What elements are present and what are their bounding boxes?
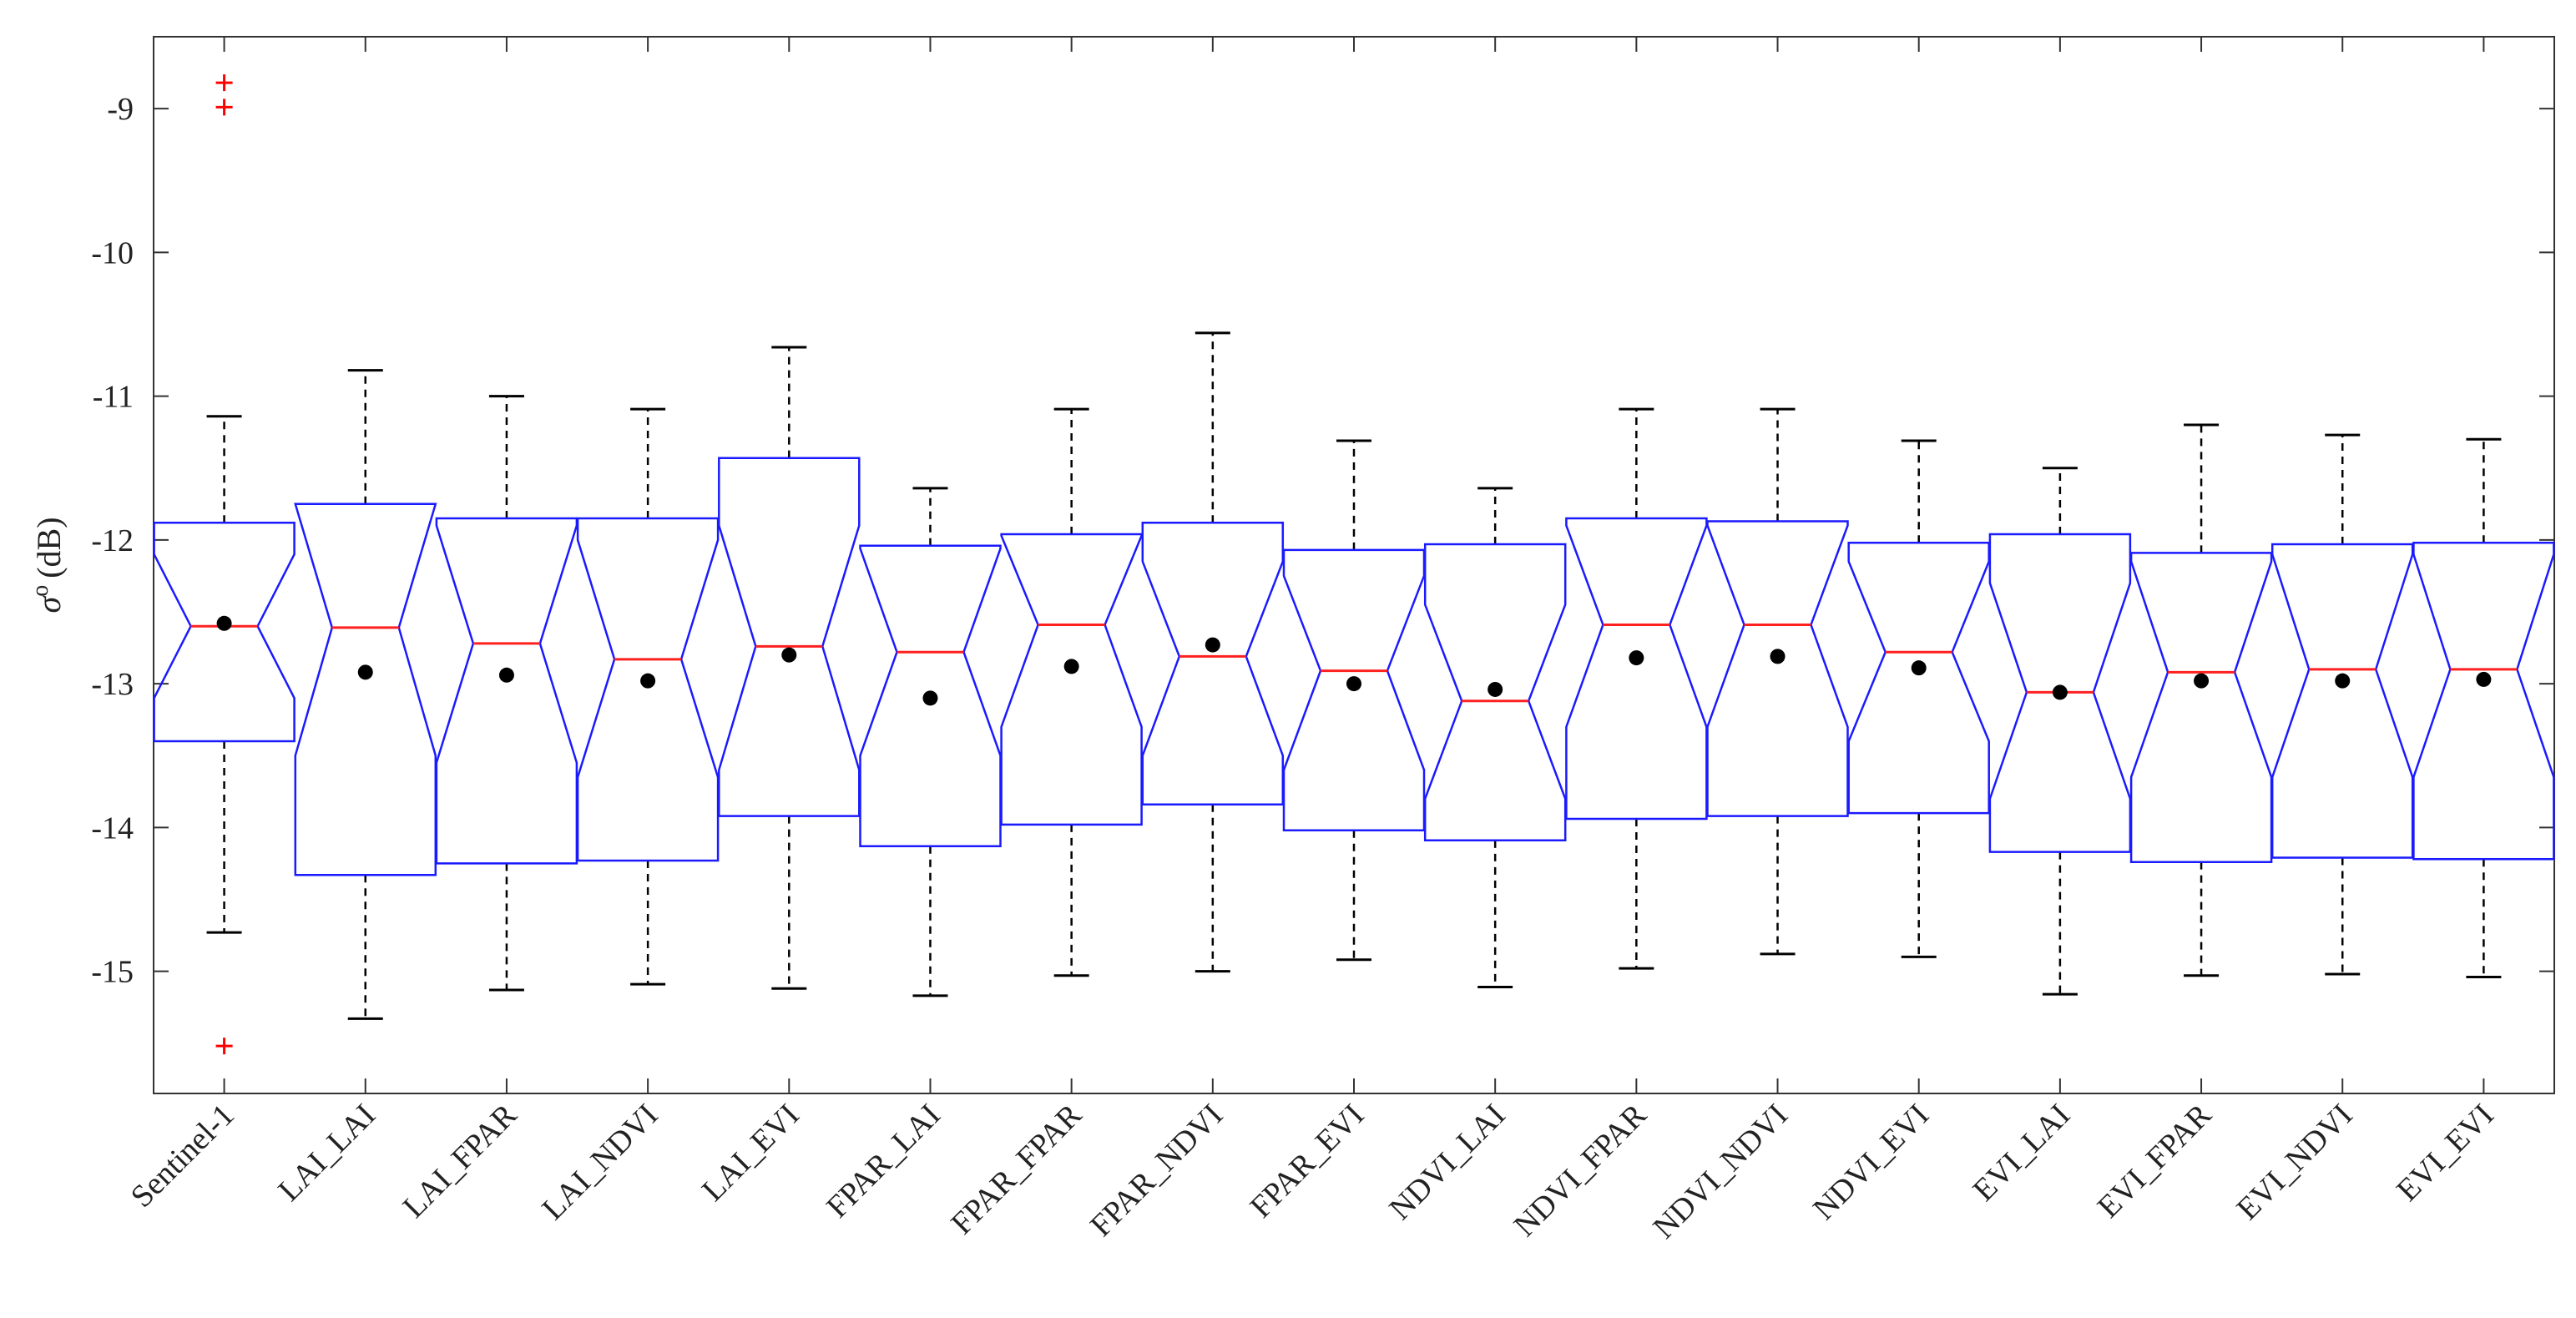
outlier-marker	[215, 98, 233, 116]
mean-marker	[1770, 649, 1786, 664]
y-axis: -9 -10 -11 -12 -13 -14 -15	[91, 92, 2554, 990]
box-FPAR_LAI	[859, 487, 1002, 997]
box-body	[294, 502, 437, 876]
box-LAI_LAI	[294, 369, 437, 1020]
x-tick-label: EVI_EVI	[2390, 1098, 2501, 1209]
mean-marker	[1063, 659, 1079, 674]
y-tick-label: -11	[93, 380, 134, 415]
y-tick-label: -13	[91, 667, 134, 702]
mean-marker	[1205, 637, 1220, 653]
box-LAI_NDVI	[576, 407, 720, 986]
y-tick-label: -12	[91, 523, 134, 558]
mean-marker	[1346, 676, 1361, 692]
y-axis-label-symbol: σ	[30, 596, 68, 614]
y-tick-label: -14	[91, 810, 134, 846]
box-Sentinel-1	[153, 74, 295, 1055]
y-axis-label: σo (dB)	[28, 517, 68, 613]
mean-marker	[2335, 673, 2351, 689]
x-tick-label: NDVI_NDVI	[1646, 1098, 1794, 1245]
mean-marker	[498, 667, 514, 683]
box-body	[2412, 542, 2555, 861]
mean-marker	[1629, 650, 1644, 666]
outlier-marker	[215, 74, 233, 92]
box-NDVI_LAI	[1423, 487, 1567, 989]
x-tick-label: LAI_LAI	[271, 1098, 382, 1209]
x-tick-label: LAI_FPAR	[397, 1097, 524, 1225]
mean-marker	[357, 664, 373, 680]
box-body	[1706, 520, 1849, 817]
x-tick-label: NDVI_EVI	[1806, 1098, 1936, 1227]
x-tick-label: FPAR_NDVI	[1083, 1098, 1230, 1244]
mean-marker	[2476, 671, 2492, 687]
x-tick-label: FPAR_EVI	[1244, 1098, 1371, 1225]
y-axis-label-unit: (dB)	[30, 517, 68, 578]
box-EVI_FPAR	[2129, 423, 2273, 977]
x-tick-label: FPAR_LAI	[820, 1098, 947, 1225]
x-tick-label: NDVI_LAI	[1382, 1098, 1512, 1227]
outlier-marker	[215, 1038, 233, 1055]
plot-area	[153, 36, 2555, 1094]
mean-marker	[640, 673, 656, 689]
y-tick-label: -9	[107, 92, 134, 127]
box-body	[153, 521, 295, 743]
y-axis-label-superscript: o	[28, 585, 53, 597]
box-body	[1423, 543, 1567, 842]
x-tick-label: EVI_LAI	[1967, 1098, 2078, 1209]
x-tick-label: LAI_NDVI	[535, 1098, 664, 1227]
y-tick-label: -10	[91, 235, 134, 270]
box-body	[2129, 552, 2273, 863]
mean-marker	[2052, 684, 2068, 700]
x-tick-label: EVI_FPAR	[2091, 1097, 2219, 1225]
mean-marker	[1488, 681, 1503, 697]
x-tick-label: LAI_EVI	[695, 1098, 806, 1209]
mean-marker	[922, 690, 938, 706]
box-FPAR_NDVI	[1141, 331, 1285, 973]
boxes-group	[153, 74, 2555, 1055]
x-tick-label: NDVI_FPAR	[1508, 1097, 1654, 1244]
mean-marker	[216, 615, 232, 631]
box-body	[576, 517, 720, 862]
mean-marker	[1911, 660, 1927, 676]
y-tick-label: -15	[91, 955, 134, 990]
x-tick-label: FPAR_FPAR	[944, 1097, 1088, 1241]
x-tick-label: EVI_NDVI	[2230, 1098, 2360, 1227]
mean-marker	[2194, 673, 2210, 689]
box-body	[859, 544, 1002, 847]
mean-marker	[781, 647, 797, 663]
box-EVI_EVI	[2412, 437, 2555, 978]
box-NDVI_NDVI	[1706, 407, 1849, 956]
x-tick-label: Sentinel-1	[124, 1098, 241, 1214]
